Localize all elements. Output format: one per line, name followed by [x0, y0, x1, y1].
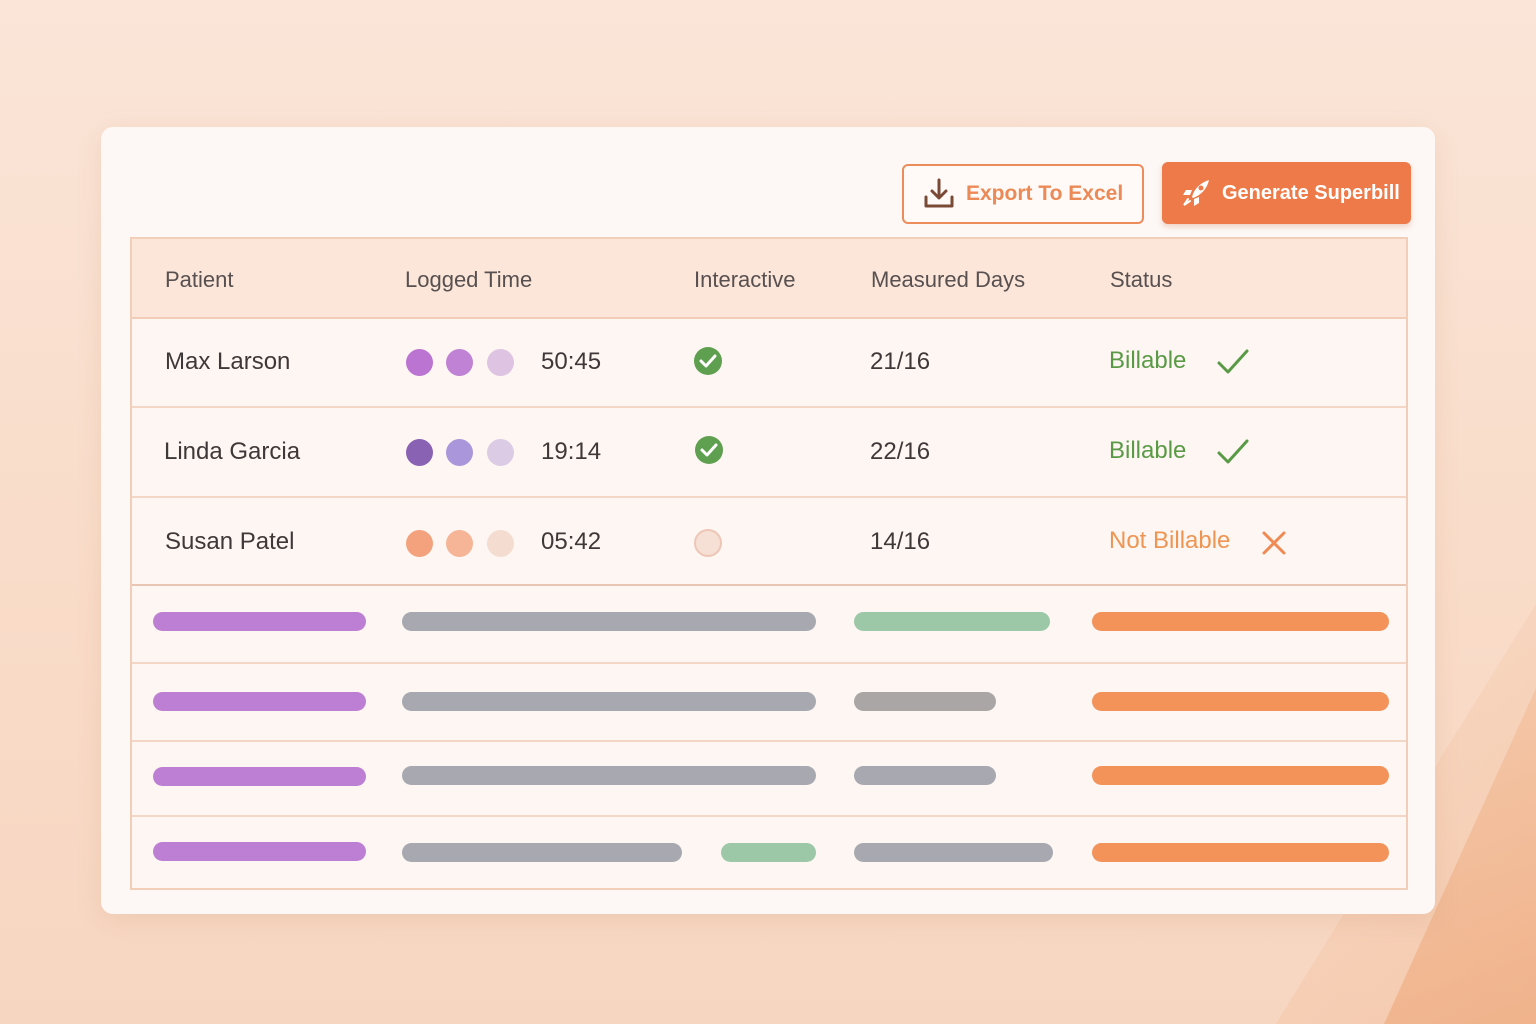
- status-label: Not Billable: [1109, 527, 1231, 554]
- column-header-logged-time[interactable]: Logged Time: [405, 267, 533, 292]
- status-label: Billable: [1109, 347, 1187, 374]
- billing-card: Export To Excel Generate Superbill Patie…: [101, 127, 1435, 914]
- table-header: Patient Logged Time Interactive Measured…: [132, 239, 1406, 319]
- checkmark-icon: [1217, 439, 1249, 464]
- status-label: Billable: [1109, 437, 1187, 464]
- column-header-measured-days[interactable]: Measured Days: [871, 267, 1026, 292]
- time-indicator-dot: [446, 439, 473, 466]
- placeholder-bar: [153, 612, 366, 631]
- check-circle-icon: [694, 347, 722, 375]
- measured-days: 21/16: [870, 348, 931, 375]
- placeholder-bar: [1092, 692, 1389, 711]
- measured-days: 14/16: [870, 528, 931, 555]
- placeholder-bar: [854, 612, 1050, 631]
- placeholder-bar: [402, 766, 816, 785]
- export-to-excel-button[interactable]: Export To Excel: [902, 164, 1144, 224]
- generate-button-label: Generate Superbill: [1222, 181, 1400, 204]
- placeholder-bar: [721, 843, 816, 862]
- x-icon: [1262, 531, 1286, 555]
- placeholder-row: [132, 664, 1406, 742]
- patient-name: Linda Garcia: [164, 438, 301, 465]
- column-header-interactive[interactable]: Interactive: [694, 267, 796, 292]
- time-indicator-dot: [446, 349, 473, 376]
- rocket-icon: [1183, 180, 1209, 206]
- logged-time: 05:42: [541, 528, 602, 555]
- time-indicator-dot: [487, 439, 514, 466]
- placeholder-bar: [153, 842, 366, 861]
- placeholder-bar: [402, 843, 682, 862]
- table-row[interactable]: Susan Patel 05:42 14/16 Not Billable: [132, 498, 1406, 586]
- placeholder-bar: [402, 612, 816, 631]
- placeholder-bar: [854, 843, 1053, 862]
- time-indicator-dot: [406, 439, 433, 466]
- placeholder-bar: [1092, 766, 1389, 785]
- time-indicator-dot: [487, 530, 514, 557]
- table-row[interactable]: Linda Garcia 19:14 22/16 Billable: [132, 408, 1406, 498]
- time-indicator-dot: [487, 349, 514, 376]
- placeholder-bar: [153, 692, 366, 711]
- generate-superbill-button[interactable]: Generate Superbill: [1162, 162, 1411, 224]
- patient-name: Max Larson: [165, 348, 291, 375]
- time-indicator-dot: [446, 530, 473, 557]
- download-icon: [924, 178, 954, 208]
- checkmark-icon: [1217, 349, 1249, 374]
- measured-days: 22/16: [870, 438, 931, 465]
- placeholder-row: [132, 586, 1406, 664]
- table-row[interactable]: Max Larson 50:45 21/16 Billable: [132, 319, 1406, 408]
- patient-name: Susan Patel: [165, 528, 295, 555]
- placeholder-bar: [1092, 843, 1389, 862]
- column-header-patient[interactable]: Patient: [165, 267, 234, 292]
- placeholder-bar: [854, 692, 996, 711]
- column-header-status[interactable]: Status: [1110, 267, 1173, 292]
- placeholder-row: [132, 817, 1406, 890]
- time-indicator-dot: [406, 349, 433, 376]
- logged-time: 19:14: [541, 438, 602, 465]
- time-indicator-dot: [406, 530, 433, 557]
- empty-circle-icon: [694, 529, 722, 557]
- placeholder-bar: [402, 692, 816, 711]
- placeholder-bar: [153, 767, 366, 786]
- placeholder-bar: [854, 766, 996, 785]
- placeholder-row: [132, 742, 1406, 817]
- placeholder-bar: [1092, 612, 1389, 631]
- patient-table: Patient Logged Time Interactive Measured…: [130, 237, 1408, 890]
- check-circle-icon: [695, 436, 723, 464]
- logged-time: 50:45: [541, 348, 602, 375]
- export-button-label: Export To Excel: [966, 182, 1124, 205]
